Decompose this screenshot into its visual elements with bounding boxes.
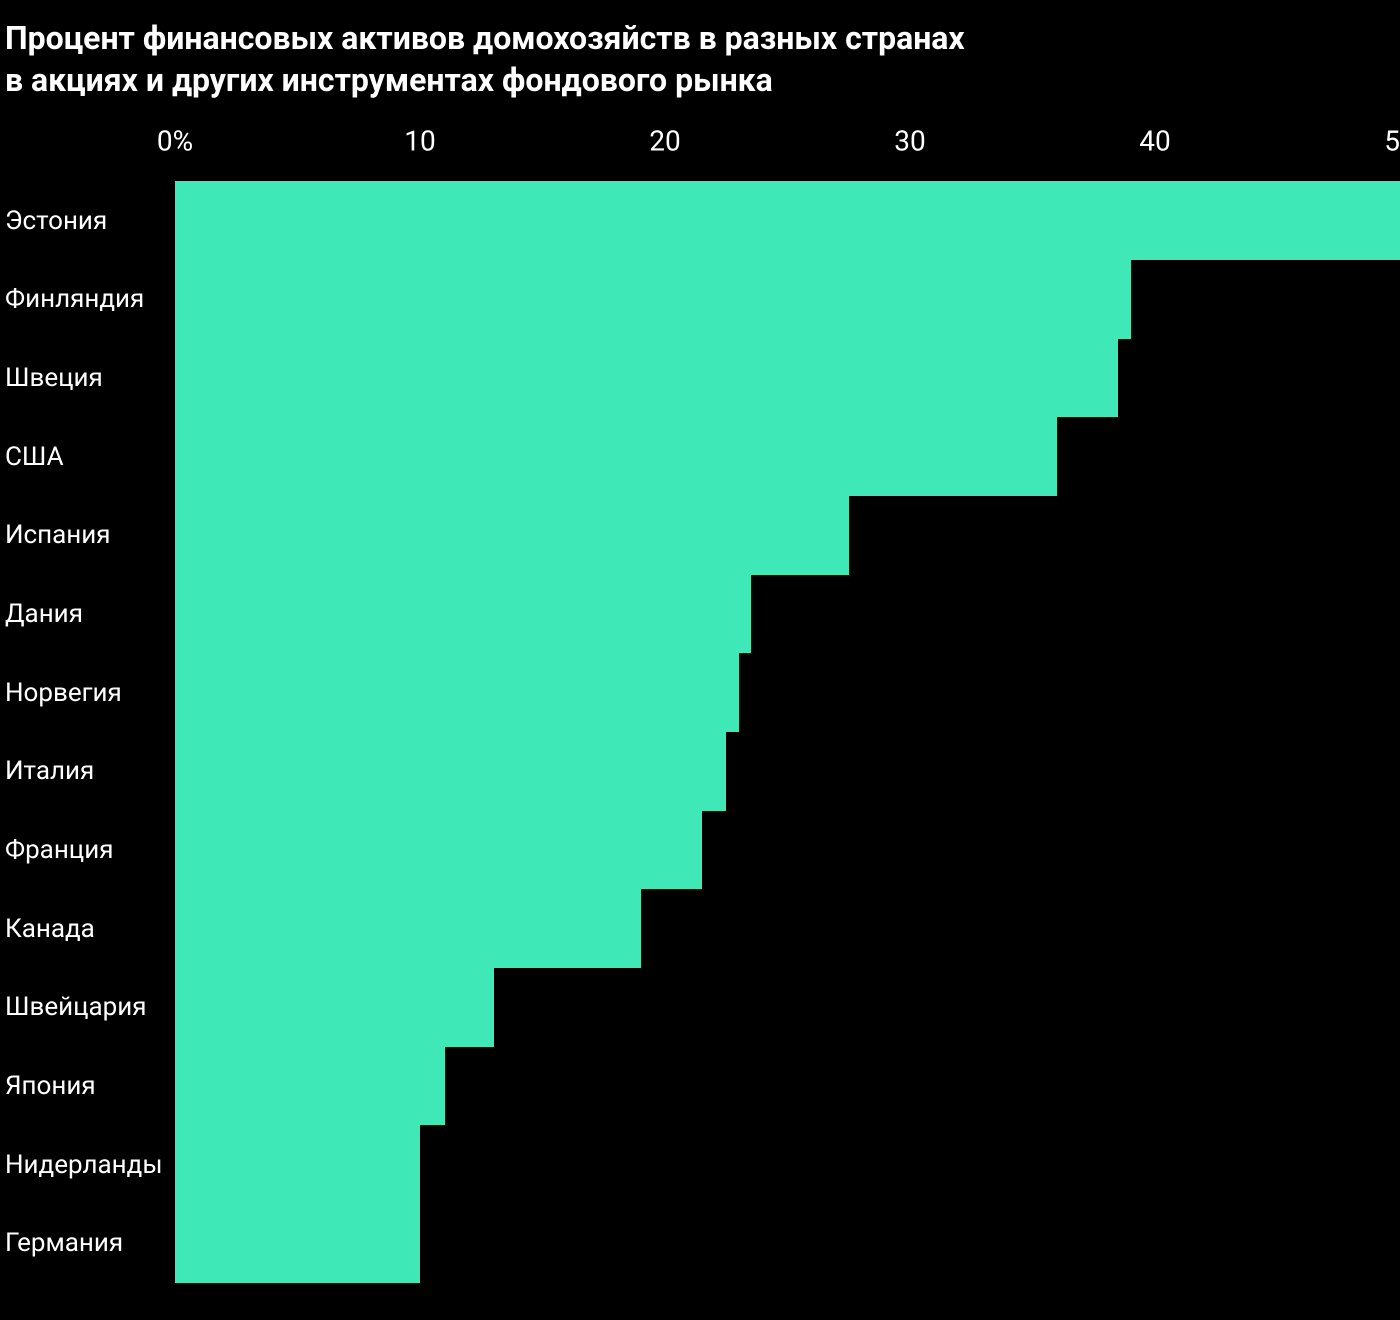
bar-track — [175, 260, 1400, 339]
bar-track — [175, 417, 1400, 496]
x-tick-label: 30 — [894, 125, 925, 158]
bar-row: Финляндия — [0, 260, 1400, 339]
bar-row: Эстония — [0, 181, 1400, 260]
bar-label: Норвегия — [0, 678, 175, 708]
bar-label: Италия — [0, 756, 175, 786]
bar-label: Германия — [0, 1228, 175, 1258]
bar-row: Швейцария — [0, 968, 1400, 1047]
x-axis: 0% 10 20 30 40 50 — [0, 101, 1400, 181]
x-tick-label: 20 — [649, 125, 680, 158]
chart-container: Процент финансовых активов домохозяйств … — [0, 0, 1400, 1320]
x-tick-label: 0% — [157, 125, 193, 158]
bar-track — [175, 1204, 1400, 1283]
bar-fill — [175, 1047, 445, 1126]
bars-area: Эстония Финляндия Швеция США Испания Дания Нор… — [0, 181, 1400, 1283]
bar-row: Швеция — [0, 339, 1400, 418]
bar-fill — [175, 1125, 420, 1204]
bar-fill — [175, 575, 751, 654]
bar-label: Эстония — [0, 206, 175, 236]
bar-fill — [175, 732, 726, 811]
bar-track — [175, 732, 1400, 811]
bar-label: Финляндия — [0, 284, 175, 314]
bar-row: Франция — [0, 811, 1400, 890]
bar-fill — [175, 260, 1131, 339]
bar-track — [175, 1125, 1400, 1204]
bar-fill — [175, 339, 1118, 418]
axis-ticks: 0%1020304050 — [175, 101, 1400, 181]
bar-row: Германия — [0, 1204, 1400, 1283]
bar-row: Италия — [0, 732, 1400, 811]
bar-label: Канада — [0, 914, 175, 944]
bar-label: Нидерланды — [0, 1150, 175, 1180]
bar-row: Нидерланды — [0, 1125, 1400, 1204]
x-tick-label: 40 — [1139, 125, 1170, 158]
bar-fill — [175, 1204, 420, 1283]
bar-track — [175, 653, 1400, 732]
bar-fill — [175, 653, 739, 732]
bar-track — [175, 181, 1400, 260]
bar-fill — [175, 181, 1400, 260]
bar-row: Япония — [0, 1047, 1400, 1126]
bar-track — [175, 968, 1400, 1047]
bar-row: США — [0, 417, 1400, 496]
bar-label: Дания — [0, 599, 175, 629]
bar-fill — [175, 968, 494, 1047]
bar-row: Испания — [0, 496, 1400, 575]
bar-track — [175, 339, 1400, 418]
bar-row: Норвегия — [0, 653, 1400, 732]
bar-track — [175, 889, 1400, 968]
x-tick-label: 50 — [1384, 125, 1400, 158]
bar-track — [175, 575, 1400, 654]
bar-row: Дания — [0, 575, 1400, 654]
bar-label: Франция — [0, 835, 175, 865]
x-tick-label: 10 — [404, 125, 435, 158]
bar-track — [175, 811, 1400, 890]
bar-fill — [175, 417, 1057, 496]
bar-fill — [175, 811, 702, 890]
bar-label: Испания — [0, 520, 175, 550]
bar-label: Швейцария — [0, 992, 175, 1022]
bar-fill — [175, 496, 849, 575]
bar-label: Швеция — [0, 363, 175, 393]
bar-track — [175, 1047, 1400, 1126]
bar-label: США — [0, 442, 175, 472]
bar-label: Япония — [0, 1071, 175, 1101]
bar-row: Канада — [0, 889, 1400, 968]
bar-track — [175, 496, 1400, 575]
chart-title: Процент финансовых активов домохозяйств … — [0, 0, 1400, 101]
bar-fill — [175, 889, 641, 968]
